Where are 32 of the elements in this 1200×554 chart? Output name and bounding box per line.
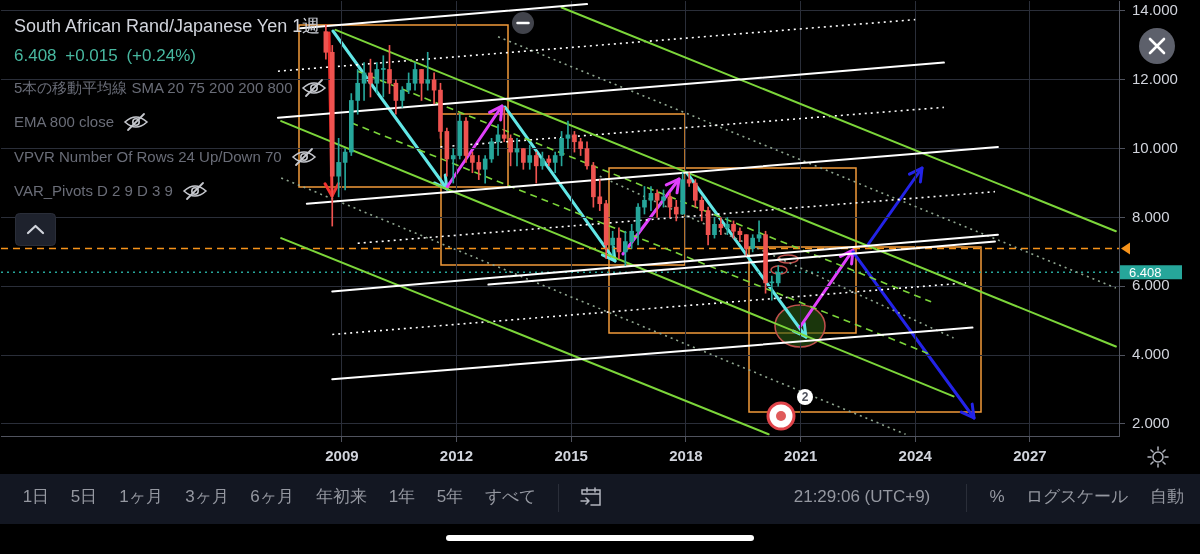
annotation: VAR_Pivots D 2 9 D 3 9 — [14, 181, 173, 201]
annotation: 5本の移動平均線 SMA 20 75 200 200 800 — [14, 78, 293, 98]
annotation: EMA 800 close — [14, 112, 115, 132]
text: % — [989, 486, 1005, 508]
y-tick-label: 10.000 — [1132, 138, 1178, 156]
text: 自動 — [1150, 486, 1184, 508]
text: 6.408 +0.015 (+0.24%) — [14, 45, 196, 67]
x-tick-label: 2009 — [325, 447, 359, 465]
x-tick-label: 2021 — [783, 447, 818, 465]
y-tick-label: 12.000 — [1132, 69, 1178, 87]
x-tick-label: 2018 — [669, 447, 703, 465]
y-tick-label: 14.000 — [1132, 1, 1178, 19]
x-tick-label: 2027 — [1013, 447, 1047, 465]
x-tick-label: 2015 — [554, 447, 588, 465]
text: 年初来 — [315, 486, 367, 508]
y-tick-label: 8.000 — [1132, 207, 1170, 225]
text: 21:29:06 (UTC+9) — [793, 486, 931, 508]
y-tick-label: 4.000 — [1132, 345, 1170, 363]
text: 1日 — [22, 486, 50, 508]
text: すべて — [484, 486, 536, 508]
text: 5年 — [436, 486, 464, 508]
x-tick-label: 2024 — [898, 447, 933, 465]
text: 3ヶ月 — [185, 486, 229, 508]
text: 6ヶ月 — [250, 486, 294, 508]
badge: 2 — [797, 389, 813, 405]
text: 1ヶ月 — [119, 486, 163, 508]
text: 5日 — [70, 486, 98, 508]
y-tick-label: 2.000 — [1132, 414, 1170, 432]
text: 1年 — [388, 486, 416, 508]
annotation: VPVR Number Of Rows 24 Up/Down 70 — [14, 147, 282, 167]
text: ログスケール — [1026, 486, 1128, 508]
x-tick-label: 2012 — [439, 447, 474, 465]
